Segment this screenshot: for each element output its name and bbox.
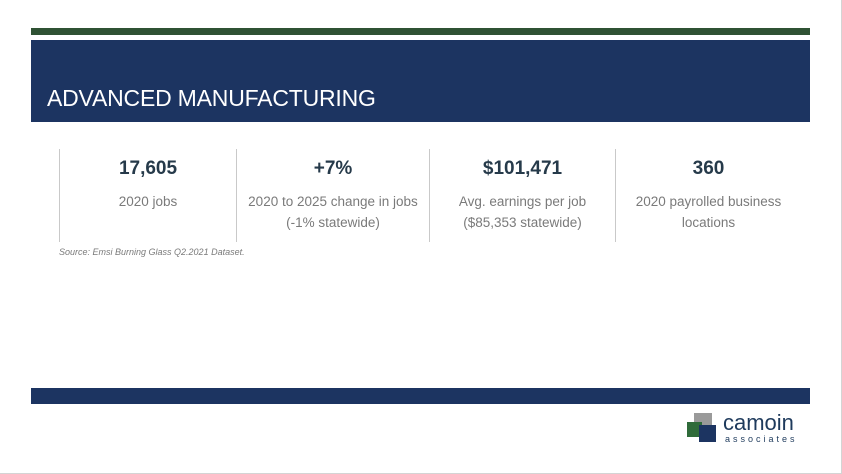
stat-label: Avg. earnings per job ($85,353 statewide… [458, 194, 587, 230]
stat-jobs: 17,605 2020 jobs [59, 149, 236, 242]
logo-subtitle: associates [725, 434, 798, 444]
stat-value: 17,605 [118, 158, 178, 179]
stat-job-change: +7% 2020 to 2025 change in jobs (-1% sta… [236, 149, 429, 242]
stat-value: +7% [313, 158, 353, 179]
stat-earnings: $101,471 Avg. earnings per job ($85,353 … [429, 149, 615, 242]
slide-title: ADVANCED MANUFACTURING [47, 85, 376, 111]
stat-business-locations: 360 2020 payrolled business locations [615, 149, 801, 242]
stat-label: 2020 payrolled business locations [635, 194, 782, 230]
title-band: ADVANCED MANUFACTURING [31, 40, 810, 122]
stat-label: 2020 to 2025 change in jobs (-1% statewi… [248, 194, 418, 230]
source-note: Source: Emsi Burning Glass Q2.2021 Datas… [59, 247, 245, 257]
logo-squares-icon [687, 413, 716, 442]
stat-value: $101,471 [482, 158, 563, 179]
stats-row: 17,605 2020 jobs +7% 2020 to 2025 change… [59, 149, 801, 242]
stat-value: 360 [692, 158, 725, 179]
stat-label: 2020 jobs [118, 194, 178, 209]
logo-wordmark: camoin [723, 410, 794, 435]
top-accent-rule [31, 28, 810, 35]
camoin-logo: camoin associates [686, 410, 810, 446]
bottom-band [31, 388, 810, 404]
